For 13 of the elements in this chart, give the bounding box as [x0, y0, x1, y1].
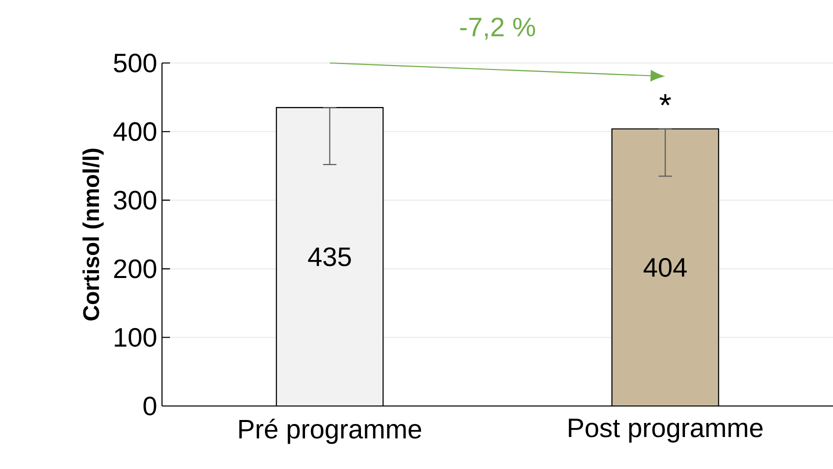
annotation: * — [660, 94, 671, 106]
data-label: 404 — [644, 258, 687, 277]
y-tick-label: 100 — [114, 328, 156, 347]
y-tick-label: 0 — [144, 396, 156, 416]
y-axis-title: Cortisol (nmol/l) — [82, 148, 104, 320]
y-tick-label: 200 — [114, 259, 156, 278]
x-tick-label: Post programme — [568, 418, 763, 443]
text: -7,2 % — [460, 18, 536, 40]
x-tick-label: Pré programme — [239, 418, 422, 444]
y-tick-label: 500 — [114, 54, 156, 72]
y-tick-label: 300 — [114, 190, 156, 210]
y-tick-label: 400 — [113, 122, 156, 142]
data-label: 435 — [308, 247, 351, 266]
